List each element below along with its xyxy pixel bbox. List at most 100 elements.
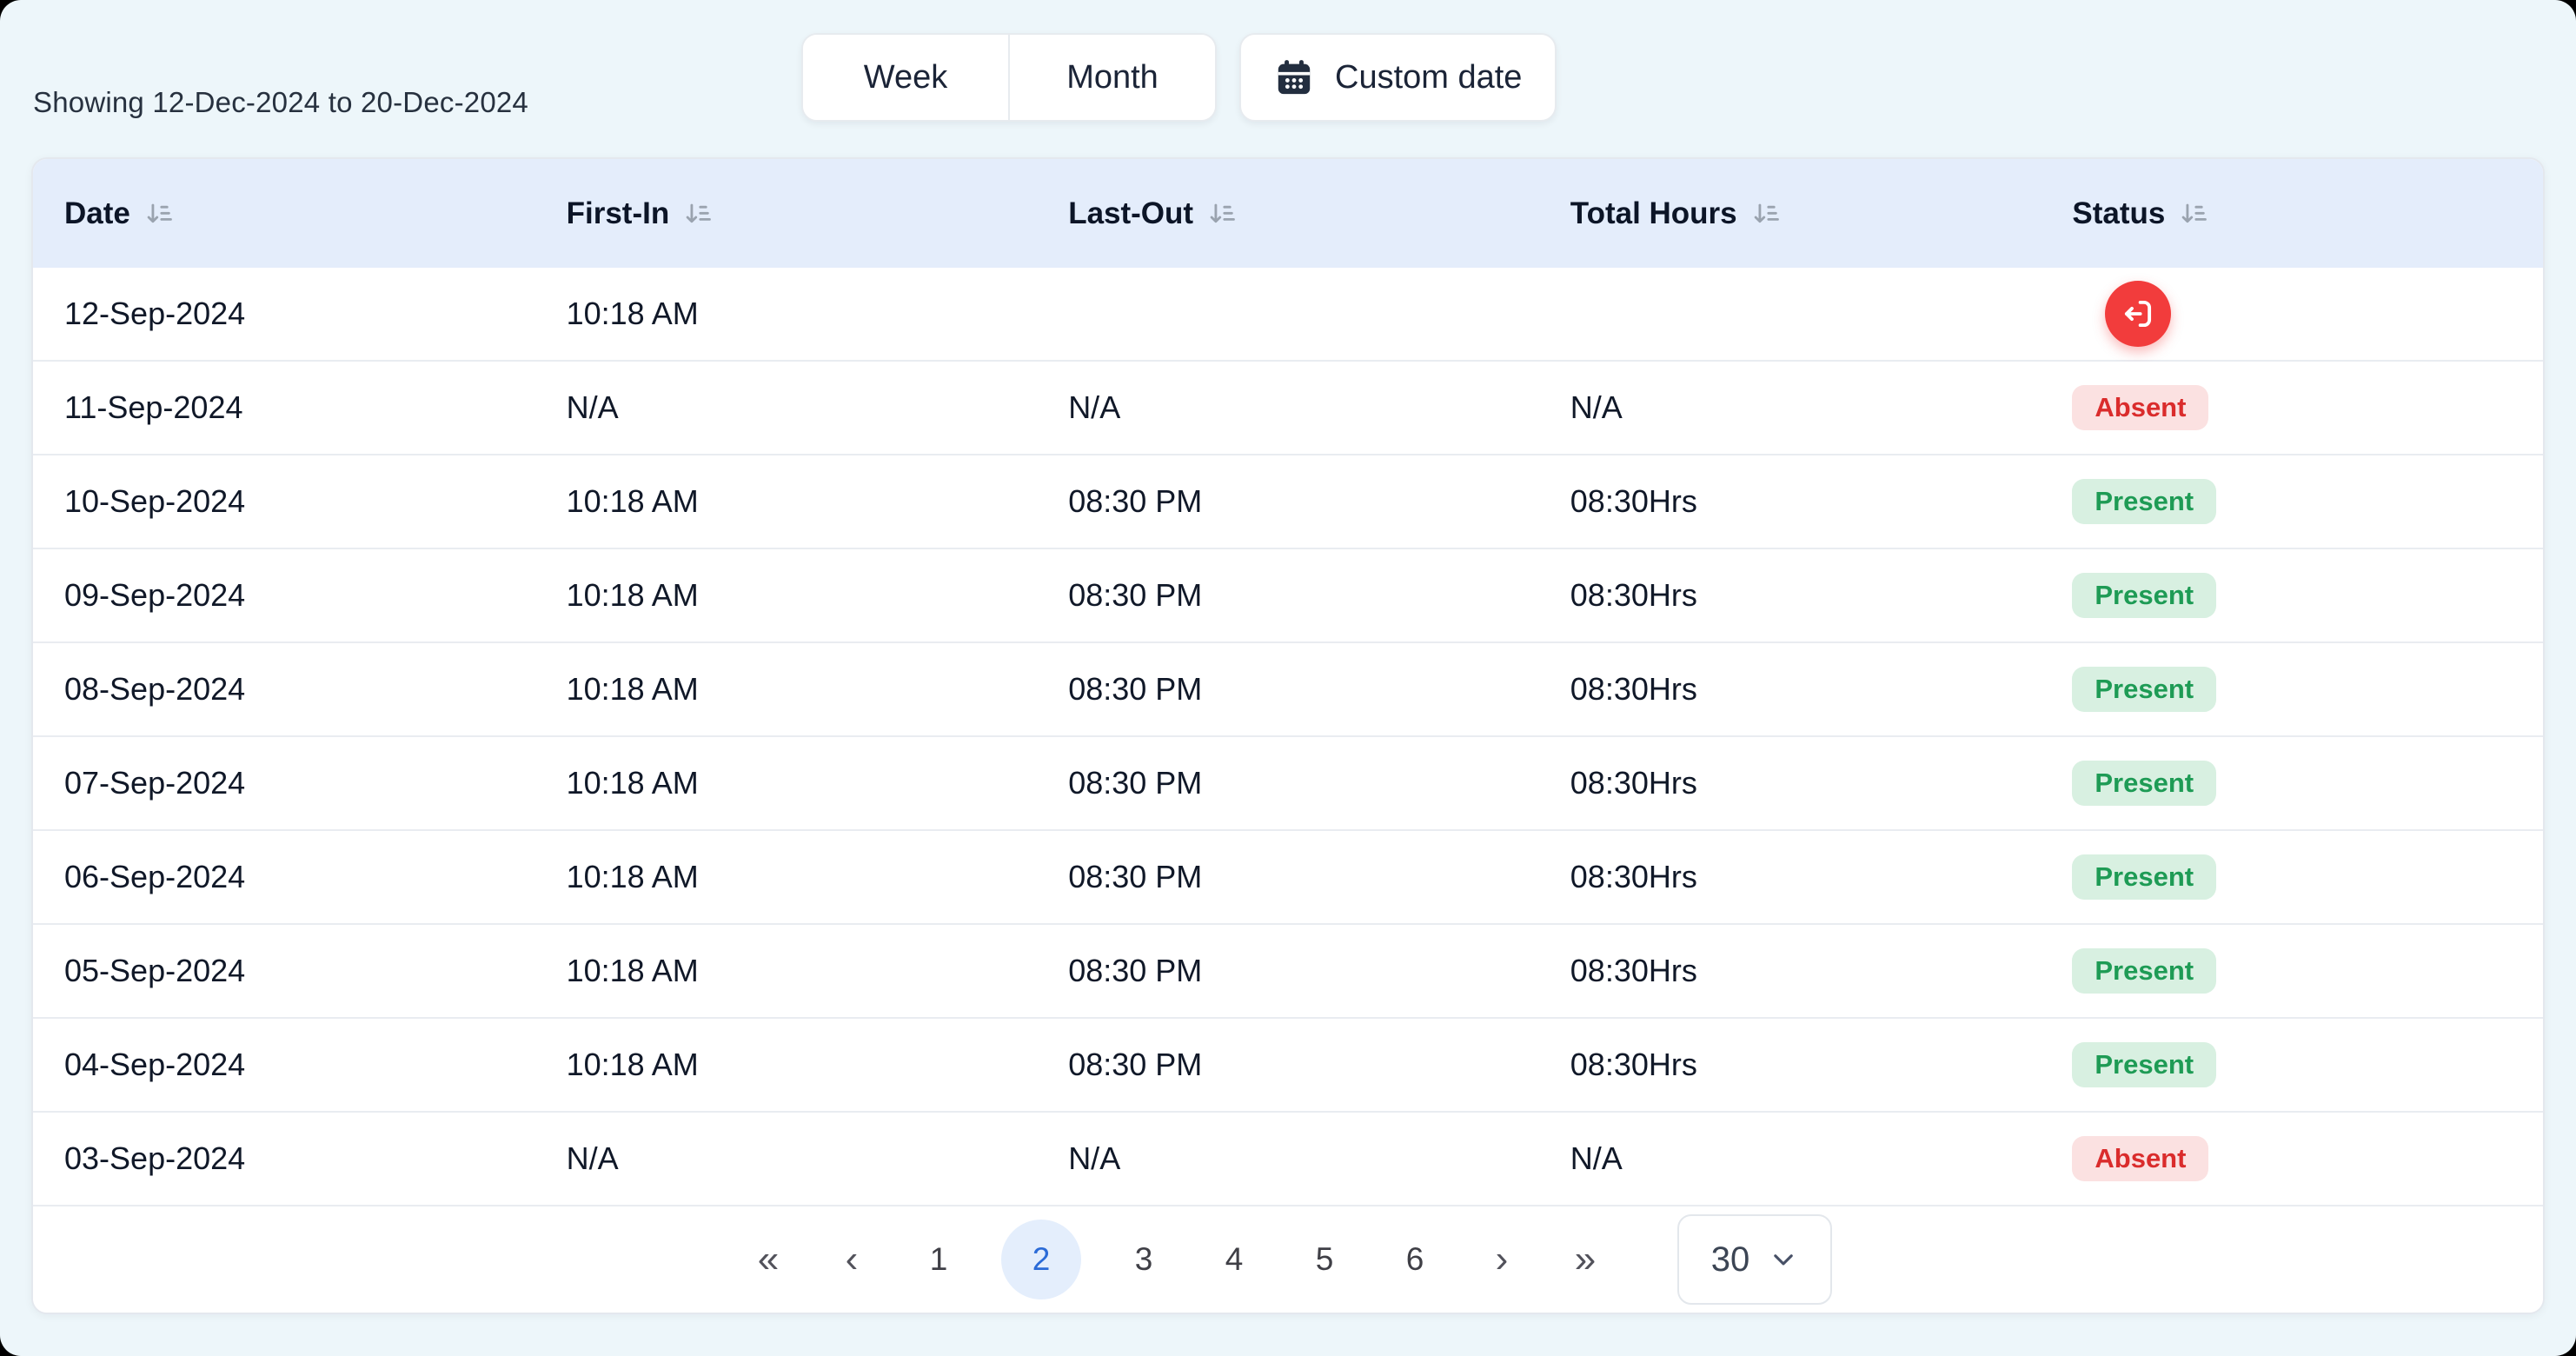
first-in-cell: N/A <box>566 389 619 425</box>
column-header-status[interactable]: Status <box>2041 196 2543 231</box>
last-page-button[interactable]: » <box>1561 1240 1610 1280</box>
page-size-value: 30 <box>1710 1240 1750 1279</box>
page-size-select[interactable]: 30 <box>1677 1214 1832 1305</box>
table-row: 12-Sep-2024 10:18 AM <box>33 268 2543 362</box>
total-hours-cell: N/A <box>1570 1140 1623 1176</box>
week-button[interactable]: Week <box>803 35 1008 120</box>
date-cell: 06-Sep-2024 <box>64 859 246 894</box>
total-hours-cell: 08:30Hrs <box>1570 577 1697 613</box>
last-out-cell: 08:30 PM <box>1068 577 1203 613</box>
calendar-icon <box>1274 57 1314 97</box>
table-row: 08-Sep-2024 10:18 AM 08:30 PM 08:30Hrs P… <box>33 643 2543 737</box>
column-header-first-in[interactable]: First-In <box>535 196 1038 231</box>
last-out-cell: 08:30 PM <box>1068 483 1203 519</box>
total-hours-cell: 08:30Hrs <box>1570 483 1697 519</box>
check-out-button[interactable] <box>2105 281 2172 347</box>
date-cell: 12-Sep-2024 <box>64 296 246 331</box>
column-label: Last-Out <box>1068 196 1194 230</box>
column-label: Status <box>2072 196 2166 230</box>
status-badge: Present <box>2072 666 2217 713</box>
total-hours-cell: 08:30Hrs <box>1570 765 1697 801</box>
last-out-cell: 08:30 PM <box>1068 765 1203 801</box>
total-hours-cell: 08:30Hrs <box>1570 953 1697 988</box>
table-row: 11-Sep-2024 N/A N/A N/A Absent <box>33 362 2543 455</box>
first-in-cell: 10:18 AM <box>566 765 699 801</box>
period-toggle-group: Week Month <box>801 33 1217 122</box>
status-cell: Present <box>2041 1041 2543 1088</box>
first-in-cell: 10:18 AM <box>566 577 699 613</box>
pagination: « ‹ 1 2 3 4 5 6 › » 30 <box>33 1206 2543 1313</box>
date-cell: 10-Sep-2024 <box>64 483 246 519</box>
table-row: 07-Sep-2024 10:18 AM 08:30 PM 08:30Hrs P… <box>33 737 2543 831</box>
column-header-total-hours[interactable]: Total Hours <box>1539 196 2042 231</box>
page-button-4[interactable]: 4 <box>1206 1220 1262 1300</box>
status-cell: Present <box>2041 572 2543 619</box>
date-cell: 07-Sep-2024 <box>64 765 246 801</box>
status-badge: Absent <box>2072 384 2209 431</box>
date-cell: 04-Sep-2024 <box>64 1047 246 1082</box>
status-cell: Absent <box>2041 1135 2543 1182</box>
last-out-cell: N/A <box>1068 389 1121 425</box>
previous-page-button[interactable]: ‹ <box>827 1240 876 1280</box>
date-cell: 05-Sep-2024 <box>64 953 246 988</box>
column-header-last-out[interactable]: Last-Out <box>1037 196 1539 231</box>
column-label: Date <box>64 196 130 230</box>
last-out-cell: 08:30 PM <box>1068 1047 1203 1082</box>
status-cell: Present <box>2041 478 2543 525</box>
first-in-cell: 10:18 AM <box>566 671 699 707</box>
last-out-cell: N/A <box>1068 1140 1121 1176</box>
table-row: 04-Sep-2024 10:18 AM 08:30 PM 08:30Hrs P… <box>33 1019 2543 1113</box>
table-row: 03-Sep-2024 N/A N/A N/A Absent <box>33 1113 2543 1206</box>
table-row: 09-Sep-2024 10:18 AM 08:30 PM 08:30Hrs P… <box>33 549 2543 643</box>
status-badge: Present <box>2072 1041 2217 1088</box>
chevron-down-icon <box>1774 1254 1794 1266</box>
table-row: 10-Sep-2024 10:18 AM 08:30 PM 08:30Hrs P… <box>33 455 2543 549</box>
date-range-label: Showing 12-Dec-2024 to 20-Dec-2024 <box>33 86 528 118</box>
custom-date-button[interactable]: Custom date <box>1239 33 1557 122</box>
status-badge: Present <box>2072 760 2217 807</box>
status-cell: Present <box>2041 947 2543 994</box>
page-button-5[interactable]: 5 <box>1297 1220 1352 1300</box>
table-row: 06-Sep-2024 10:18 AM 08:30 PM 08:30Hrs P… <box>33 831 2543 925</box>
total-hours-cell: N/A <box>1570 389 1623 425</box>
sort-descending-icon <box>686 203 712 223</box>
first-in-cell: 10:18 AM <box>566 859 699 894</box>
last-out-cell: 08:30 PM <box>1068 671 1203 707</box>
date-cell: 11-Sep-2024 <box>64 389 243 425</box>
sort-descending-icon <box>2182 203 2208 223</box>
status-cell: Present <box>2041 854 2543 901</box>
month-button[interactable]: Month <box>1008 35 1215 120</box>
attendance-table: Date First-In Last-Out Total Hours Statu… <box>31 157 2545 1314</box>
custom-date-label: Custom date <box>1335 58 1523 96</box>
page-button-2-active[interactable]: 2 <box>1001 1220 1081 1300</box>
last-out-cell: 08:30 PM <box>1068 859 1203 894</box>
next-page-button[interactable]: › <box>1477 1240 1526 1280</box>
total-hours-cell: 08:30Hrs <box>1570 671 1697 707</box>
first-in-cell: 10:18 AM <box>566 1047 699 1082</box>
sort-descending-icon <box>1210 203 1235 223</box>
status-badge: Absent <box>2072 1135 2209 1182</box>
sort-descending-icon <box>1754 203 1779 223</box>
date-cell: 09-Sep-2024 <box>64 577 246 613</box>
total-hours-cell: 08:30Hrs <box>1570 1047 1697 1082</box>
page-button-6[interactable]: 6 <box>1387 1220 1443 1300</box>
logout-icon <box>2125 300 2152 328</box>
column-header-date[interactable]: Date <box>33 196 535 231</box>
page-button-3[interactable]: 3 <box>1116 1220 1172 1300</box>
table-header-row: Date First-In Last-Out Total Hours Statu… <box>33 159 2543 268</box>
first-page-button[interactable]: « <box>744 1240 793 1280</box>
status-cell: Absent <box>2041 384 2543 431</box>
status-badge: Present <box>2072 854 2217 901</box>
page-button-1[interactable]: 1 <box>911 1220 966 1300</box>
table-row: 05-Sep-2024 10:18 AM 08:30 PM 08:30Hrs P… <box>33 925 2543 1019</box>
first-in-cell: 10:18 AM <box>566 483 699 519</box>
first-in-cell: 10:18 AM <box>566 296 699 331</box>
status-badge: Present <box>2072 572 2217 619</box>
status-cell <box>2041 281 2543 347</box>
date-cell: 08-Sep-2024 <box>64 671 246 707</box>
first-in-cell: 10:18 AM <box>566 953 699 988</box>
date-cell: 03-Sep-2024 <box>64 1140 246 1176</box>
status-badge: Present <box>2072 947 2217 994</box>
first-in-cell: N/A <box>566 1140 619 1176</box>
